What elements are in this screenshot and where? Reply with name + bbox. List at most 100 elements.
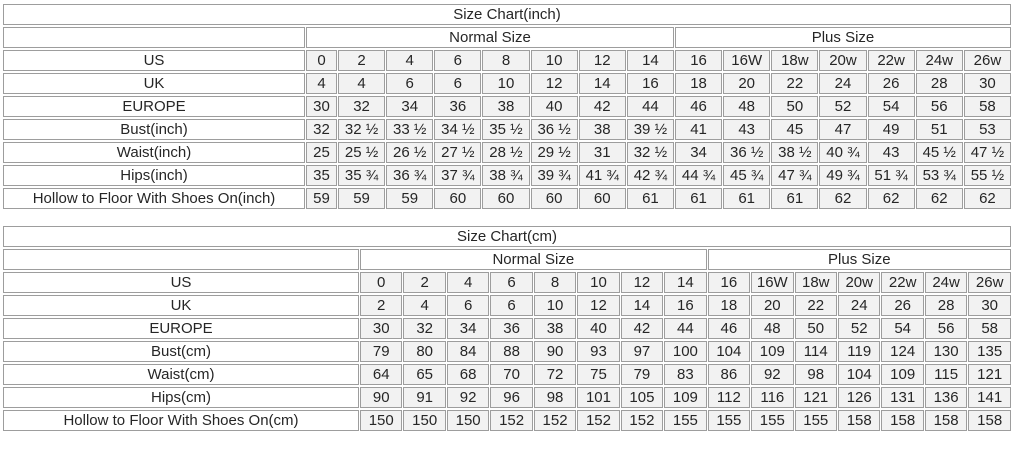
- size-value-cell: 37 ¾: [434, 165, 482, 186]
- size-value-cell: 97: [620, 341, 664, 362]
- row-label: US: [3, 50, 305, 71]
- row-label: Hips(cm): [3, 387, 359, 408]
- size-value-cell: 30: [963, 73, 1011, 94]
- size-value-cell: 16W: [723, 50, 771, 71]
- size-value-cell: 150: [360, 410, 403, 431]
- size-value-cell: 104: [837, 364, 881, 385]
- size-value-cell: 124: [881, 341, 924, 362]
- size-value-cell: 6: [446, 295, 490, 316]
- size-value-cell: 30: [306, 96, 337, 117]
- row-label: EUROPE: [3, 318, 359, 339]
- size-value-cell: 32: [306, 119, 337, 140]
- size-value-cell: 36 ¾: [386, 165, 434, 186]
- size-value-cell: 10: [577, 272, 620, 293]
- size-value-cell: 58: [963, 96, 1011, 117]
- size-value-cell: 27 ½: [434, 142, 482, 163]
- size-value-cell: 38: [482, 96, 530, 117]
- size-value-cell: 55 ½: [963, 165, 1011, 186]
- size-value-cell: 72: [533, 364, 577, 385]
- size-value-cell: 43: [867, 142, 915, 163]
- size-value-cell: 61: [723, 188, 771, 209]
- table-row: Bust(cm) 79 80 84 88 90 93 97 100 104 109 114 119 124…: [3, 341, 1011, 362]
- normal-size-header: Normal Size: [306, 27, 674, 48]
- size-value-cell: 116: [751, 387, 794, 408]
- size-value-cell: 10: [533, 295, 577, 316]
- size-value-cell: 136: [924, 387, 968, 408]
- size-value-cell: 61: [674, 188, 723, 209]
- size-value-cell: 32: [338, 96, 386, 117]
- size-value-cell: 60: [578, 188, 626, 209]
- size-value-cell: 59: [338, 188, 386, 209]
- size-value-cell: 45: [771, 119, 819, 140]
- size-value-cell: 12: [578, 50, 626, 71]
- size-value-cell: 0: [306, 50, 337, 71]
- size-value-cell: 41: [674, 119, 723, 140]
- size-value-cell: 83: [664, 364, 707, 385]
- size-value-cell: 49 ¾: [819, 165, 867, 186]
- size-value-cell: 101: [577, 387, 620, 408]
- size-value-cell: 79: [360, 341, 403, 362]
- size-value-cell: 104: [707, 341, 751, 362]
- size-value-cell: 6: [490, 272, 533, 293]
- size-value-cell: 92: [751, 364, 794, 385]
- size-value-cell: 158: [924, 410, 968, 431]
- table-row: UK 4 4 6 6 10 12 14 16 18 20 22 24 26 28 30: [3, 73, 1011, 94]
- size-value-cell: 54: [867, 96, 915, 117]
- size-value-cell: 24: [837, 295, 881, 316]
- size-value-cell: 44: [626, 96, 674, 117]
- table-title-row: Size Chart(cm): [3, 226, 1011, 247]
- size-value-cell: 44 ¾: [674, 165, 723, 186]
- size-value-cell: 12: [620, 272, 664, 293]
- table-row: Hips(inch) 35 35 ¾ 36 ¾ 37 ¾ 38 ¾ 39 ¾ 41 ¾ 42 ¾…: [3, 165, 1011, 186]
- size-value-cell: 47 ½: [963, 142, 1011, 163]
- size-value-cell: 59: [386, 188, 434, 209]
- size-value-cell: 10: [482, 73, 530, 94]
- size-value-cell: 16: [707, 272, 751, 293]
- size-value-cell: 38 ½: [771, 142, 819, 163]
- size-value-cell: 32 ½: [338, 119, 386, 140]
- size-value-cell: 10: [530, 50, 578, 71]
- size-value-cell: 150: [403, 410, 446, 431]
- size-value-cell: 39 ½: [626, 119, 674, 140]
- size-value-cell: 36 ½: [723, 142, 771, 163]
- size-value-cell: 18: [707, 295, 751, 316]
- size-value-cell: 98: [533, 387, 577, 408]
- size-value-cell: 22: [794, 295, 837, 316]
- table-title: Size Chart(cm): [3, 226, 1011, 247]
- size-value-cell: 114: [794, 341, 837, 362]
- table-row: Bust(inch) 32 32 ½ 33 ½ 34 ½ 35 ½ 36 ½ 38 39 ½ 41…: [3, 119, 1011, 140]
- table-row: Hollow to Floor With Shoes On(cm) 150 150 1…: [3, 410, 1011, 431]
- size-value-cell: 30: [360, 318, 403, 339]
- corner-blank-cell: [3, 249, 359, 270]
- size-value-cell: 26: [867, 73, 915, 94]
- size-value-cell: 35 ¾: [338, 165, 386, 186]
- size-value-cell: 8: [482, 50, 530, 71]
- size-charts: Size Chart(inch) Normal Size Plus Size US 0 2…: [3, 4, 1011, 431]
- size-value-cell: 158: [881, 410, 924, 431]
- size-value-cell: 52: [837, 318, 881, 339]
- size-value-cell: 22w: [881, 272, 924, 293]
- row-label: Hollow to Floor With Shoes On(inch): [3, 188, 305, 209]
- size-value-cell: 24w: [915, 50, 963, 71]
- size-value-cell: 18w: [794, 272, 837, 293]
- size-value-cell: 121: [794, 387, 837, 408]
- size-value-cell: 62: [819, 188, 867, 209]
- size-group-header-row: Normal Size Plus Size: [3, 249, 1011, 270]
- size-value-cell: 50: [794, 318, 837, 339]
- size-value-cell: 86: [707, 364, 751, 385]
- size-value-cell: 16: [626, 73, 674, 94]
- size-value-cell: 2: [338, 50, 386, 71]
- size-value-cell: 50: [771, 96, 819, 117]
- size-value-cell: 38: [533, 318, 577, 339]
- normal-size-header: Normal Size: [360, 249, 707, 270]
- size-value-cell: 56: [924, 318, 968, 339]
- size-value-cell: 35: [306, 165, 337, 186]
- size-value-cell: 8: [533, 272, 577, 293]
- table-row: EUROPE 30 32 34 36 38 40 42 44 46 48 50 52 54 56 58: [3, 96, 1011, 117]
- size-value-cell: 121: [968, 364, 1011, 385]
- size-value-cell: 58: [968, 318, 1011, 339]
- size-value-cell: 61: [626, 188, 674, 209]
- size-value-cell: 14: [578, 73, 626, 94]
- size-value-cell: 112: [707, 387, 751, 408]
- size-value-cell: 130: [924, 341, 968, 362]
